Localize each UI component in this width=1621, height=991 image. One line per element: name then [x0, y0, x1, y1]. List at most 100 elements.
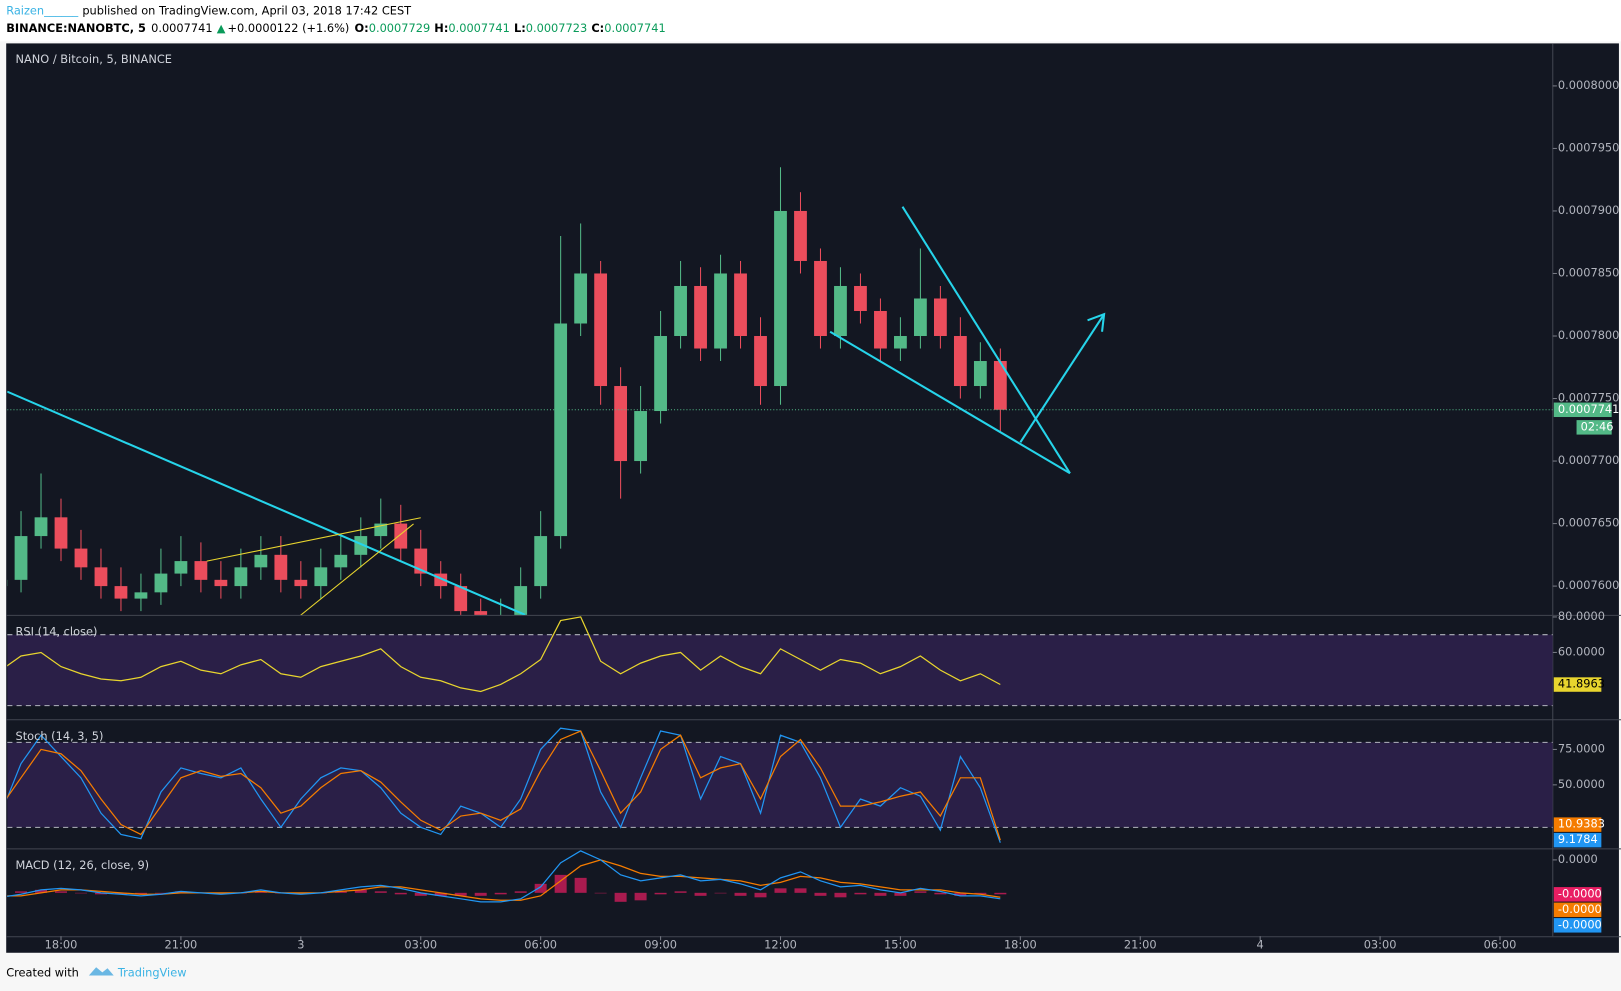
histogram-bar — [254, 891, 267, 893]
value-label: -0.0000 — [1558, 902, 1602, 916]
y-tick-label: 0.0007750 — [1558, 391, 1619, 405]
candle-body — [754, 336, 767, 387]
histogram-bar — [434, 892, 447, 896]
candle-body — [34, 517, 48, 537]
candle-body — [794, 210, 807, 261]
pane-title: RSI (14, close) — [16, 624, 98, 638]
x-tick-label: 21:00 — [1124, 938, 1157, 952]
histogram-bar — [914, 891, 927, 893]
value-label: -0.0000 — [1558, 886, 1602, 900]
candle-body — [914, 298, 927, 337]
candle-body — [274, 554, 288, 580]
o: 0.0007729 — [369, 21, 430, 35]
stoch-pane — [7, 727, 1553, 843]
candle-body — [394, 523, 408, 549]
candle-body — [973, 361, 987, 387]
candle-body — [134, 592, 148, 599]
h-label: H: — [434, 21, 448, 35]
wedge-line — [901, 206, 1071, 474]
candle-body — [314, 567, 328, 587]
candle-body — [54, 517, 68, 549]
histogram-bar — [994, 892, 1007, 895]
candle-body — [594, 273, 608, 387]
x-tick-label: 4 — [1257, 938, 1264, 952]
wedge-line — [829, 330, 1071, 475]
histogram-bar — [694, 892, 707, 896]
histogram-bar — [574, 877, 587, 893]
logo — [88, 967, 114, 976]
o-label: O: — [355, 21, 369, 35]
y-tick-label: 50.0000 — [1558, 777, 1605, 791]
histogram-bar — [134, 892, 147, 895]
x-tick-label: 12:00 — [764, 938, 797, 952]
candle-body — [953, 336, 967, 387]
histogram-bar — [74, 892, 87, 894]
indicator-line — [7, 727, 1001, 843]
candle-body — [194, 561, 208, 580]
candle-body — [454, 586, 468, 612]
candle-body — [654, 336, 667, 412]
histogram-bar — [294, 892, 307, 895]
histogram-bar — [55, 891, 67, 893]
candle-body — [854, 285, 867, 311]
histogram-bar — [894, 892, 907, 896]
x-tick-label: 15:00 — [884, 938, 917, 952]
histogram-bar — [414, 892, 427, 896]
candle-body — [534, 536, 548, 587]
histogram-bar — [834, 892, 847, 898]
trend-line — [7, 390, 526, 615]
x-tick-label: 18:00 — [1004, 938, 1037, 952]
candle-body — [874, 310, 887, 349]
y-tick-label: 0.0007900 — [1558, 203, 1619, 217]
macd-pane — [0, 850, 1007, 903]
candle-body — [154, 573, 168, 593]
histogram-bar — [934, 892, 947, 895]
histogram-bar — [954, 892, 967, 896]
change: +0.0000122 (+1.6%) — [228, 21, 350, 35]
histogram-bar — [554, 874, 567, 893]
histogram-bar — [394, 892, 407, 895]
candle-body — [734, 273, 747, 337]
histogram-bar — [0, 893, 7, 894]
histogram-bar — [94, 892, 107, 895]
histogram-bar — [754, 892, 767, 898]
l-label: L: — [514, 21, 526, 35]
histogram-bar — [474, 892, 487, 896]
candle-body — [574, 273, 588, 324]
symbol: BINANCE:NANOBTC, 5 — [6, 21, 146, 35]
histogram-bar — [15, 891, 28, 893]
value-label: 10.9383 — [1558, 817, 1605, 831]
histogram-bar — [734, 892, 747, 896]
y-tick-label: 0.0007800 — [1558, 328, 1619, 342]
pane-title: Stoch (14, 3, 5) — [16, 729, 104, 743]
candle-body — [214, 579, 228, 587]
x-tick-label: 21:00 — [165, 938, 198, 952]
histogram-bar — [594, 892, 607, 894]
pane-title: NANO / Bitcoin, 5, BINANCE — [16, 52, 172, 66]
value-box — [1553, 918, 1602, 933]
footer-brand[interactable]: TradingView — [117, 965, 187, 979]
x-tick-label: 09:00 — [644, 938, 677, 952]
candle-body — [7, 579, 8, 587]
histogram-bar — [654, 892, 667, 895]
histogram-bar — [854, 892, 867, 895]
y-tick-label: 60.0000 — [1558, 644, 1605, 658]
last-price-label: 0.0007741 — [1558, 402, 1619, 416]
candle-body — [834, 285, 847, 337]
candle-body — [894, 336, 907, 349]
x-tick-label: 03:00 — [404, 938, 437, 952]
histogram-bar — [334, 891, 347, 893]
histogram-bar — [154, 892, 167, 894]
candle-body — [714, 273, 727, 349]
value-box — [1553, 677, 1602, 692]
x-tick-label: 03:00 — [1364, 938, 1397, 952]
candle-body — [94, 567, 108, 587]
pane-title: MACD (12, 26, close, 9) — [16, 858, 150, 872]
histogram-bar — [534, 883, 547, 893]
header-line: Raizen______ published on TradingView.com… — [6, 3, 411, 17]
histogram-bar — [674, 891, 687, 893]
y-tick-label: 0.0008000 — [1558, 78, 1619, 92]
candle-body — [14, 536, 28, 580]
author[interactable]: Raizen______ — [6, 3, 78, 17]
y-tick-label: 0.0007850 — [1558, 265, 1619, 279]
